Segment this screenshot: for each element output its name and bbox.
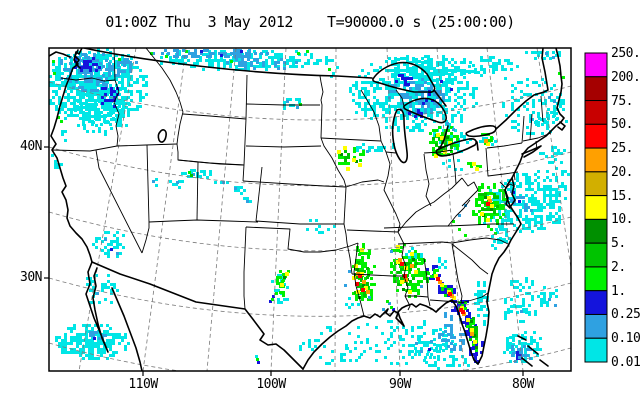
colorbar-tick-label: 0.01 — [611, 355, 640, 370]
plot-title: 01:00Z Thu 3 May 2012 T=90000.0 s (25:00… — [105, 13, 515, 31]
colorbar-tick-label: 20. — [611, 164, 633, 180]
colorbar — [584, 52, 608, 363]
colorbar-tick-label: 200. — [611, 69, 640, 85]
colorbar-tick-label: 250. — [611, 46, 640, 61]
x-tick-label: 110W — [128, 377, 158, 392]
plot-frame — [44, 47, 572, 376]
colorbar-tick-label: 2. — [611, 259, 626, 275]
colorbar-tick-label: 0.10 — [611, 331, 640, 347]
colorbar-tick-label: 1. — [611, 283, 626, 299]
precipitation-field — [49, 48, 570, 370]
y-tick-label: 40N — [20, 139, 42, 154]
colorbar-tick-label: 10. — [611, 212, 633, 228]
state-borders — [51, 48, 552, 317]
y-tick-label: 30N — [20, 270, 42, 285]
great-lakes — [157, 61, 497, 164]
x-tick-label: 80W — [512, 377, 534, 392]
colorbar-tick-label: 75. — [611, 93, 633, 109]
colorbar-tick-label: 25. — [611, 141, 633, 157]
x-tick-label: 90W — [389, 377, 411, 392]
colorbar-tick-label: 5. — [611, 236, 626, 252]
colorbar-tick-label: 15. — [611, 188, 633, 204]
x-tick-label: 100W — [256, 377, 286, 392]
coastline — [49, 48, 566, 371]
colorbar-tick-label: 50. — [611, 117, 633, 133]
colorbar-tick-label: 0.25 — [611, 307, 640, 323]
